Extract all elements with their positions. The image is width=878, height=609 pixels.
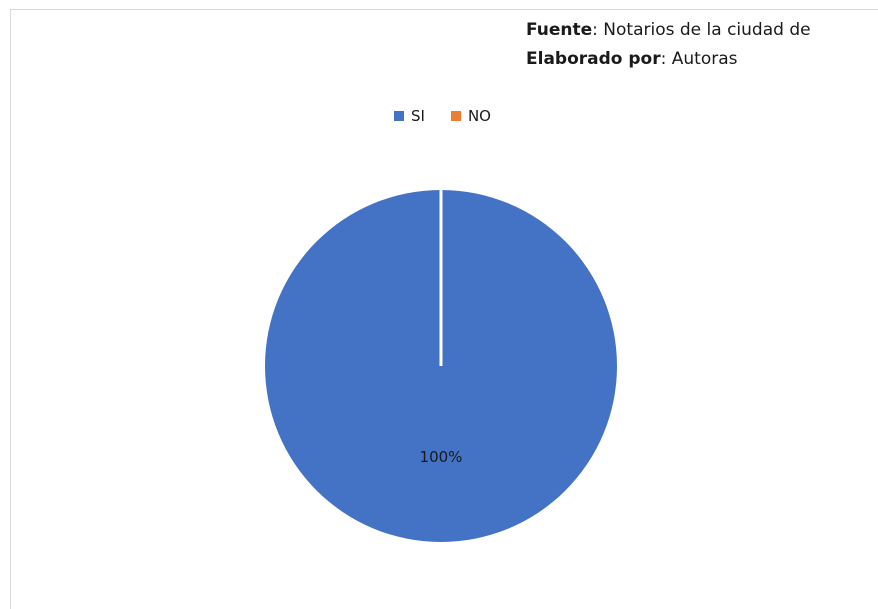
chart-legend: SI NO: [394, 104, 517, 128]
author-line: Elaborado por: Autoras: [526, 45, 878, 74]
chart-frame: [10, 9, 878, 609]
data-label-si: 100%: [420, 448, 463, 466]
legend-item-no: NO: [450, 107, 491, 125]
legend-swatch-si: [394, 111, 404, 121]
source-note: Fuente: Notarios de la ciudad de Elabora…: [526, 16, 878, 74]
source-label: Fuente: [526, 20, 593, 40]
pie-chart: 100%: [265, 190, 617, 542]
source-line: Fuente: Notarios de la ciudad de: [526, 16, 878, 45]
author-text: : Autoras: [660, 49, 738, 69]
legend-label-si: SI: [411, 107, 425, 125]
legend-item-si: SI: [394, 107, 425, 125]
source-text: : Notarios de la ciudad de: [592, 20, 811, 40]
author-label: Elaborado por: [526, 49, 661, 69]
legend-label-no: NO: [467, 107, 491, 125]
legend-swatch-no: [450, 111, 461, 121]
